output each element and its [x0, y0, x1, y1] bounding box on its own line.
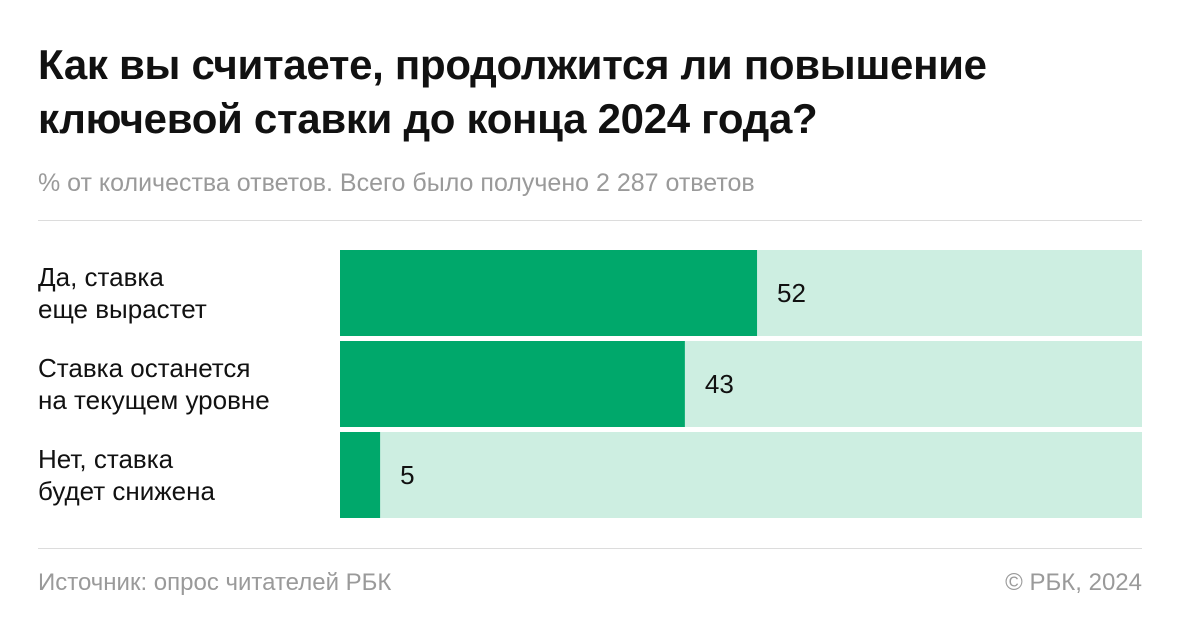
bar	[340, 341, 685, 427]
top-divider	[38, 220, 1142, 221]
source-note: Источник: опрос читателей РБК	[38, 569, 392, 596]
copyright-note: © РБК, 2024	[1005, 569, 1142, 596]
category-label: Ставка останется на текущем уровне	[38, 353, 270, 415]
bar	[340, 250, 758, 336]
data-label: 52	[777, 278, 806, 308]
data-label: 5	[400, 460, 414, 490]
data-label: 43	[705, 369, 734, 399]
chart-subtitle: % от количества ответов. Всего было полу…	[38, 169, 755, 197]
chart-title: Как вы считаете, продолжится ли повышени…	[38, 41, 987, 142]
bottom-divider	[38, 548, 1142, 549]
category-label: Да, ставка еще вырастет	[38, 262, 207, 324]
bar-track	[340, 432, 1142, 518]
category-label: Нет, ставка будет снижена	[38, 444, 215, 506]
bar	[340, 432, 381, 518]
